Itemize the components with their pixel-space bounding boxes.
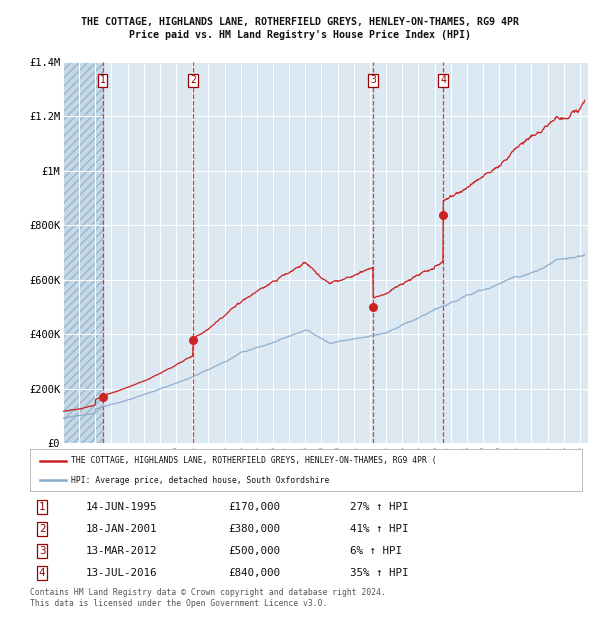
Text: 3: 3: [370, 76, 376, 86]
Bar: [63, 62, 103, 443]
Text: 6% ↑ HPI: 6% ↑ HPI: [350, 546, 402, 556]
Text: Contains HM Land Registry data © Crown copyright and database right 2024.: Contains HM Land Registry data © Crown c…: [30, 588, 386, 597]
Text: 14-JUN-1995: 14-JUN-1995: [85, 502, 157, 512]
Text: £380,000: £380,000: [229, 524, 281, 534]
Text: 1: 1: [39, 502, 46, 512]
Text: HPI: Average price, detached house, South Oxfordshire: HPI: Average price, detached house, Sout…: [71, 476, 330, 485]
Text: £170,000: £170,000: [229, 502, 281, 512]
Text: 4: 4: [440, 76, 446, 86]
Text: THE COTTAGE, HIGHLANDS LANE, ROTHERFIELD GREYS, HENLEY-ON-THAMES, RG9 4PR: THE COTTAGE, HIGHLANDS LANE, ROTHERFIELD…: [81, 17, 519, 27]
Text: 41% ↑ HPI: 41% ↑ HPI: [350, 524, 409, 534]
Text: 2: 2: [190, 76, 196, 86]
Text: 4: 4: [39, 568, 46, 578]
Text: 18-JAN-2001: 18-JAN-2001: [85, 524, 157, 534]
Text: 1: 1: [100, 76, 106, 86]
Text: £840,000: £840,000: [229, 568, 281, 578]
Text: 2: 2: [39, 524, 46, 534]
Bar: [103, 62, 193, 443]
Text: 13-JUL-2016: 13-JUL-2016: [85, 568, 157, 578]
Text: 27% ↑ HPI: 27% ↑ HPI: [350, 502, 409, 512]
Bar: [443, 62, 588, 443]
Text: Price paid vs. HM Land Registry's House Price Index (HPI): Price paid vs. HM Land Registry's House …: [129, 30, 471, 40]
Text: 13-MAR-2012: 13-MAR-2012: [85, 546, 157, 556]
Text: This data is licensed under the Open Government Licence v3.0.: This data is licensed under the Open Gov…: [30, 600, 328, 608]
Text: £500,000: £500,000: [229, 546, 281, 556]
Bar: [373, 62, 443, 443]
Text: THE COTTAGE, HIGHLANDS LANE, ROTHERFIELD GREYS, HENLEY-ON-THAMES, RG9 4PR (: THE COTTAGE, HIGHLANDS LANE, ROTHERFIELD…: [71, 456, 437, 465]
Bar: [193, 62, 373, 443]
Text: 3: 3: [39, 546, 46, 556]
Text: 35% ↑ HPI: 35% ↑ HPI: [350, 568, 409, 578]
